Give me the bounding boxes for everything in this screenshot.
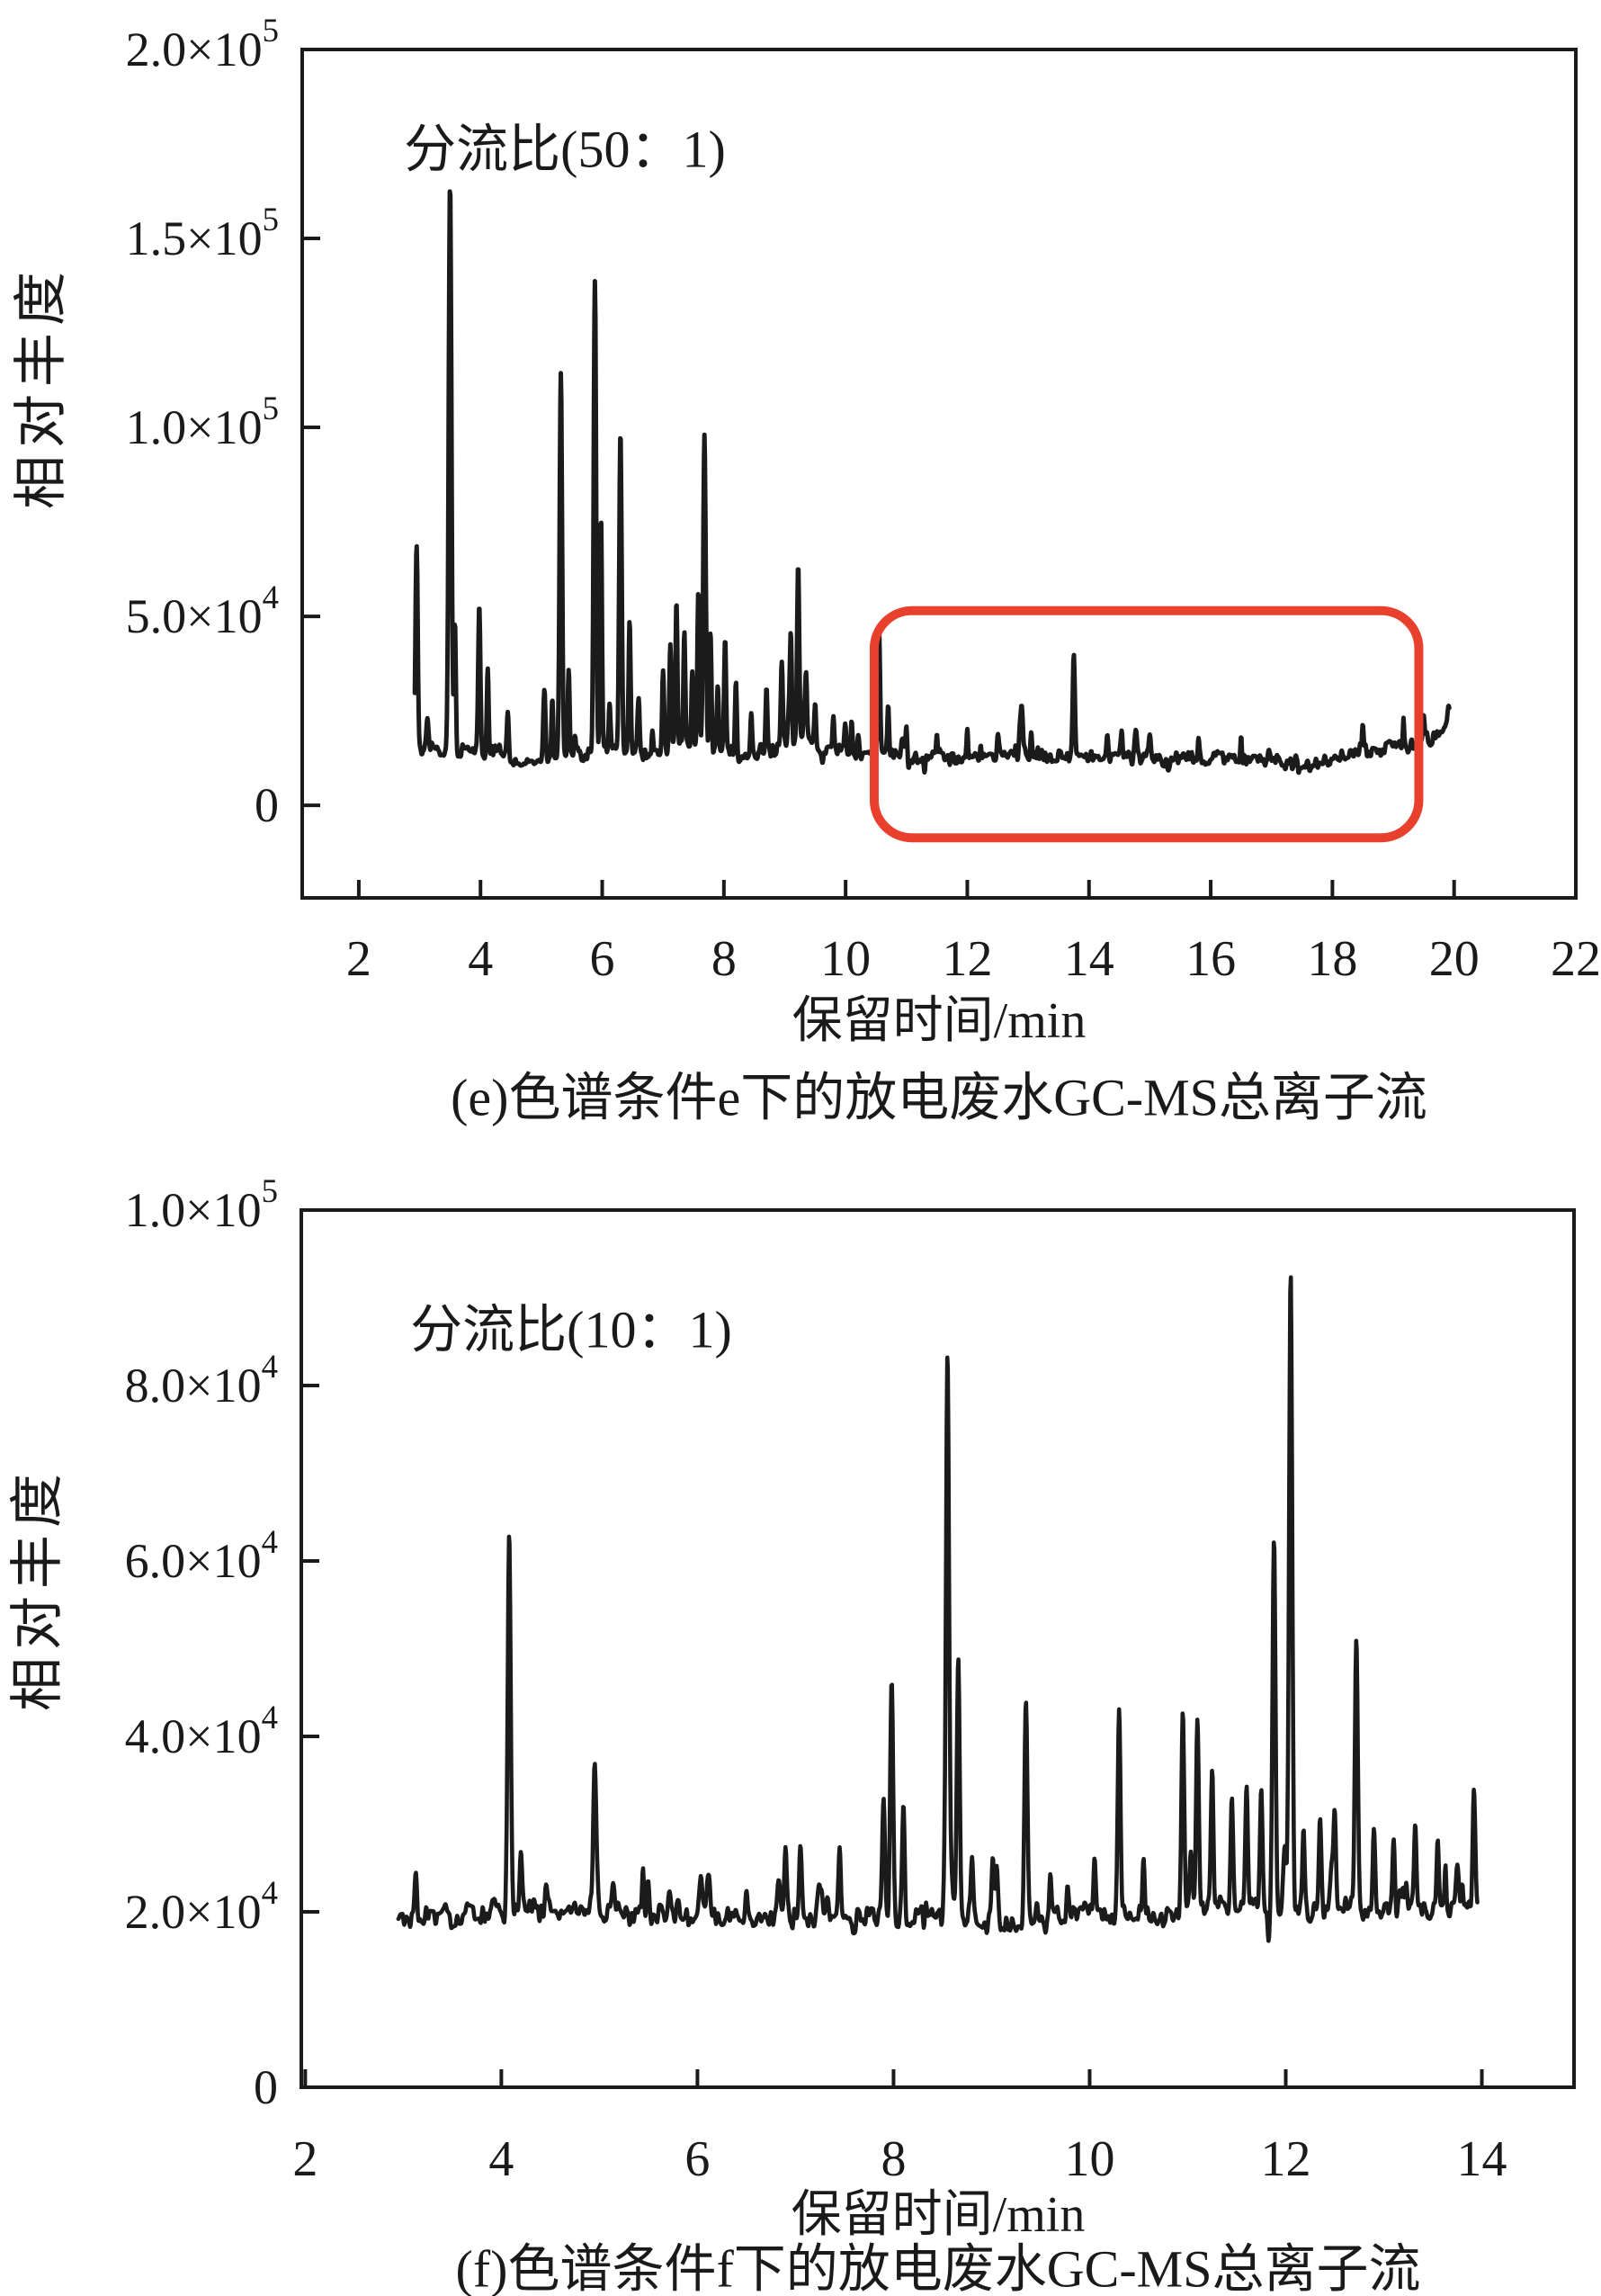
x-tick-label: 22 xyxy=(1551,931,1601,987)
x-tick-label: 2 xyxy=(346,931,371,987)
x-tick-label: 4 xyxy=(488,2131,514,2187)
y-tick-label: 1.5×105 xyxy=(126,201,279,266)
split-ratio-annotation-f: 分流比(10：1) xyxy=(410,1301,732,1359)
x-tick-label: 8 xyxy=(881,2131,906,2187)
y-tick-label: 1.0×105 xyxy=(126,390,279,455)
tic-trace-e xyxy=(412,189,1452,776)
x-tick-label: 10 xyxy=(1064,2131,1114,2187)
highlight-box-e xyxy=(869,605,1424,843)
x-tick-label: 2 xyxy=(292,2131,318,2187)
x-tick-label: 6 xyxy=(590,931,615,987)
x-tick-label: 16 xyxy=(1185,931,1236,987)
y-tick-label: 2.0×104 xyxy=(125,1874,278,1940)
tic-trace-f xyxy=(396,1275,1480,1943)
y-tick-label: 8.0×104 xyxy=(125,1348,278,1413)
caption-e: (e)色谱条件e下的放电废水GC-MS总离子流 xyxy=(451,1069,1427,1127)
y-tick-label: 4.0×104 xyxy=(125,1699,278,1764)
plot-frame xyxy=(300,1208,1576,2089)
x-tick-label: 12 xyxy=(1260,2131,1310,2187)
y-axis-title-f: 相对丰度 xyxy=(8,1466,67,1711)
y-tick-label: 5.0×104 xyxy=(126,578,279,644)
chart-f: 2 4 6 8 10 12 14 0 2.0×104 4.0×104 6.0×104 8.0×104 1… xyxy=(8,1172,1576,2296)
y-axis-title-e: 相对丰度 xyxy=(12,265,71,509)
split-ratio-annotation-e: 分流比(50：1) xyxy=(404,121,726,179)
x-axis-title-e: 保留时间/min xyxy=(792,993,1087,1049)
plot-frame xyxy=(300,48,1578,900)
x-tick-label: 20 xyxy=(1429,931,1480,987)
axes-e: 2 4 6 8 10 12 14 16 18 20 22 0 5.0×104 1.0×105 1.5×105… xyxy=(126,12,1601,988)
y-tick-label: 1.0×105 xyxy=(125,1172,278,1238)
y-tick-label: 6.0×104 xyxy=(125,1523,278,1589)
x-tick-label: 8 xyxy=(711,931,737,987)
x-tick-label: 14 xyxy=(1064,931,1114,987)
x-tick-label: 18 xyxy=(1307,931,1357,987)
x-axis-title-f: 保留时间/min xyxy=(792,2187,1086,2243)
y-tick-label: 0 xyxy=(254,2060,278,2114)
y-tick-label: 0 xyxy=(255,778,279,832)
caption-f: (f)色谱条件f下的放电废水GC-MS总离子流 xyxy=(456,2240,1421,2296)
x-tick-label: 12 xyxy=(942,931,992,987)
chart-e: 2 4 6 8 10 12 14 16 18 20 22 0 5.0×104 1.0×105 1.5×105… xyxy=(12,12,1601,1127)
x-tick-label: 4 xyxy=(468,931,493,987)
x-tick-label: 14 xyxy=(1457,2131,1507,2187)
y-tick-label: 2.0×105 xyxy=(126,12,279,77)
x-tick-label: 10 xyxy=(820,931,871,987)
x-tick-label: 6 xyxy=(684,2131,710,2187)
axes-f: 2 4 6 8 10 12 14 0 2.0×104 4.0×104 6.0×104 8.0×104 1… xyxy=(125,1172,1576,2187)
